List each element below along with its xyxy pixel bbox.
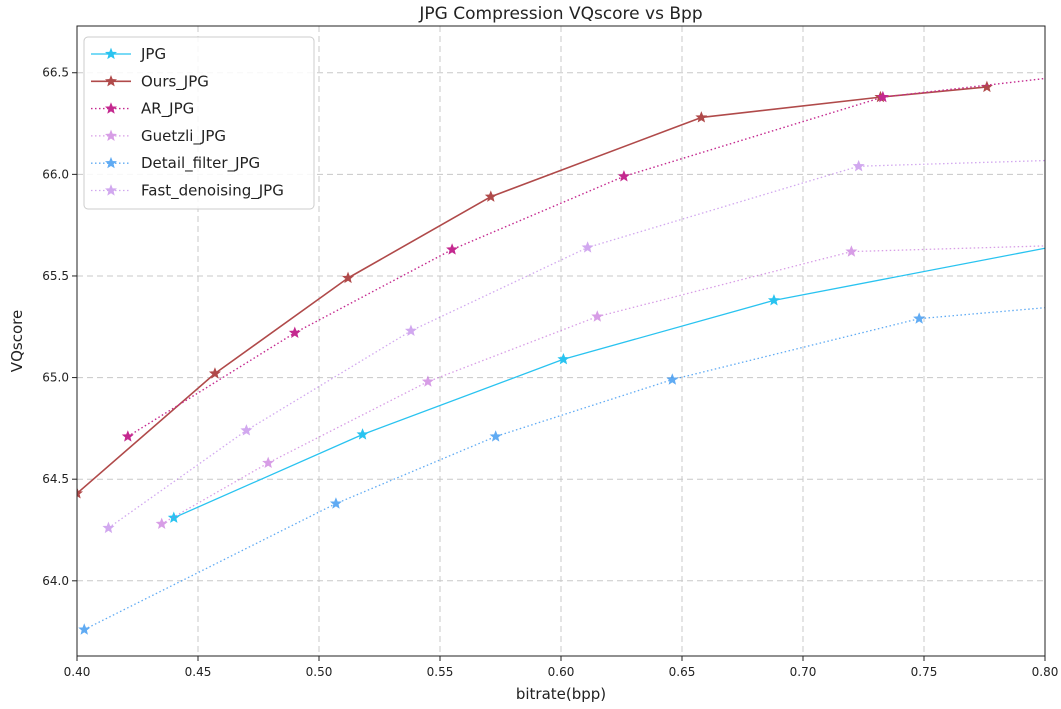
legend-label: AR_JPG xyxy=(141,100,194,119)
series-jpg xyxy=(167,247,1045,523)
legend-marker xyxy=(104,156,118,169)
data-point-star xyxy=(262,456,275,469)
data-point-star xyxy=(484,190,497,202)
series-line xyxy=(108,159,1045,529)
y-tick-label: 65.5 xyxy=(42,269,69,283)
data-point-star xyxy=(767,294,780,306)
data-point-star xyxy=(240,424,253,436)
series-guetzli-jpg xyxy=(155,245,1045,530)
data-point-star xyxy=(666,373,679,385)
data-point-star xyxy=(356,428,369,440)
data-point-star xyxy=(421,375,434,387)
x-tick-label: 0.60 xyxy=(548,665,575,679)
legend-entry xyxy=(91,156,131,169)
legend-entry xyxy=(91,184,131,196)
data-point-star xyxy=(913,312,926,324)
legend-entry xyxy=(91,74,131,87)
series-line xyxy=(161,245,1045,525)
x-axis-label: bitrate(bpp) xyxy=(516,685,606,703)
legend-marker xyxy=(104,74,118,87)
legend: JPG Ours_JPG AR_JPG Guetzli_JPG Detail_filte… xyxy=(83,36,315,210)
legend-marker xyxy=(104,47,118,60)
data-point-star xyxy=(557,352,570,365)
series-ar-jpg xyxy=(121,77,1045,442)
x-tick-label: 0.65 xyxy=(669,665,696,679)
x-tick-label: 0.45 xyxy=(185,665,212,679)
data-point-star xyxy=(78,623,91,635)
data-point-star xyxy=(617,170,630,182)
y-axis-label: VQscore xyxy=(8,310,26,372)
data-point-star xyxy=(167,511,180,523)
data-point-star xyxy=(581,241,594,253)
data-point-star xyxy=(342,271,355,284)
x-tick-label: 0.55 xyxy=(427,665,454,679)
legend-label: Ours_JPG xyxy=(141,72,209,91)
series-fast-denoising-jpg xyxy=(102,159,1045,534)
x-tick-label: 0.75 xyxy=(911,665,938,679)
data-point-star xyxy=(852,159,865,172)
legend-label: Fast_denoising_JPG xyxy=(141,182,284,201)
chart-title: JPG Compression VQscore vs Bpp xyxy=(418,4,702,24)
x-tick-label: 0.50 xyxy=(306,665,333,679)
data-point-star xyxy=(102,521,115,534)
y-axis-ticks: 64.0 64.5 65.0 65.5 66.0 66.5 xyxy=(42,66,77,588)
legend-label: JPG xyxy=(140,45,166,63)
data-point-star xyxy=(446,243,459,255)
x-tick-label: 0.70 xyxy=(790,665,817,679)
legend-box xyxy=(83,36,315,210)
x-tick-label: 0.40 xyxy=(64,665,91,679)
data-point-star xyxy=(404,324,417,336)
y-tick-label: 64.5 xyxy=(42,472,69,486)
data-point-star xyxy=(155,517,168,530)
legend-marker xyxy=(104,102,118,114)
data-point-star xyxy=(288,326,301,338)
data-point-star xyxy=(591,310,604,322)
series-detail-filter-jpg xyxy=(78,307,1045,635)
y-tick-label: 66.0 xyxy=(42,167,69,181)
legend-entry xyxy=(91,47,131,60)
data-point-star xyxy=(121,430,134,442)
legend-entry xyxy=(91,129,131,142)
legend-label: Detail_filter_JPG xyxy=(141,154,260,173)
y-tick-label: 64.0 xyxy=(42,574,69,588)
legend-marker xyxy=(104,129,118,142)
data-point-star xyxy=(489,430,502,442)
legend-entry xyxy=(91,102,131,114)
data-point-star xyxy=(208,367,221,379)
x-tick-label: 0.80 xyxy=(1032,665,1059,679)
y-tick-label: 66.5 xyxy=(42,66,69,80)
data-point-star xyxy=(876,90,889,103)
data-point-star xyxy=(329,497,342,509)
y-tick-label: 65.0 xyxy=(42,371,69,385)
data-point-star xyxy=(845,245,858,257)
x-axis-ticks: 0.40 0.45 0.50 0.55 0.60 0.65 0.70 0.75 0.80 xyxy=(64,656,1059,679)
legend-label: Guetzli_JPG xyxy=(141,127,226,146)
data-point-star xyxy=(77,487,84,499)
series-layer xyxy=(77,77,1045,635)
data-point-star xyxy=(695,111,708,123)
legend-marker xyxy=(104,184,118,196)
